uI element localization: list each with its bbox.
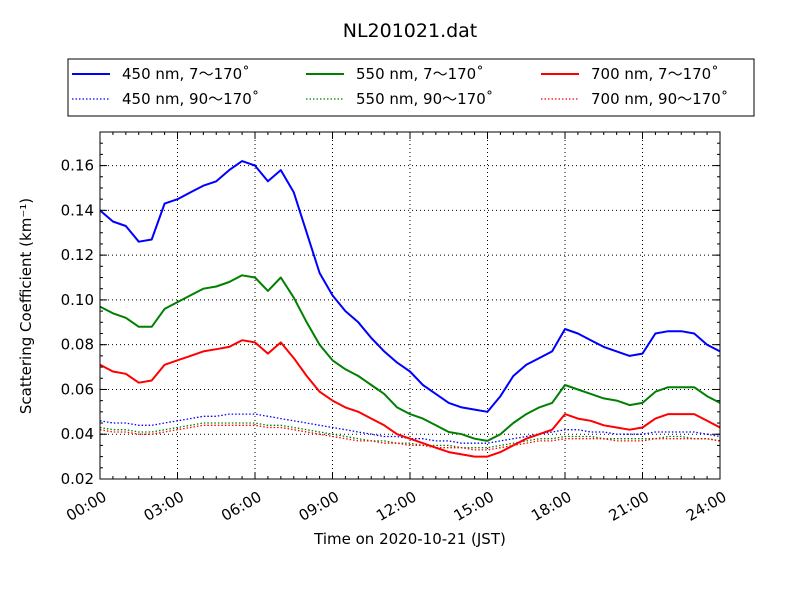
- y-tick-label: 0.06: [61, 380, 94, 398]
- x-tick-label: 18:00: [528, 488, 574, 525]
- series-line-4: [99, 422, 721, 449]
- legend-box: [67, 58, 755, 117]
- x-tick-label: 09:00: [296, 488, 342, 525]
- x-tick-label: 03:00: [141, 488, 187, 525]
- y-tick-label: 0.10: [61, 291, 94, 309]
- y-tick-label: 0.14: [61, 201, 94, 219]
- legend-label-3: 550 nm, 7～170˚: [356, 65, 484, 83]
- ticks: 00:00 03:00 06:00 09:00 12:00 15:00 18:00 21:00…: [61, 131, 730, 525]
- y-tick-label: 0.12: [61, 246, 94, 264]
- legend-label-5: 700 nm, 7～170˚: [591, 65, 719, 83]
- x-tick-label: 21:00: [606, 488, 652, 525]
- series-layer: [99, 160, 721, 458]
- legend-label-1: 450 nm, 7～170˚: [122, 65, 250, 83]
- chart-title: NL201021.dat: [343, 20, 478, 42]
- x-tick-label: 00:00: [63, 488, 109, 525]
- legend-label-6: 700 nm, 90～170˚: [591, 90, 728, 108]
- series-line-1: [99, 160, 721, 413]
- y-tick-label: 0.04: [61, 425, 94, 443]
- series-line-2: [99, 413, 721, 444]
- grid: [100, 132, 720, 479]
- series-line-3: [99, 274, 721, 442]
- y-tick-label: 0.02: [61, 470, 94, 488]
- legend-label-2: 450 nm, 90～170˚: [122, 90, 259, 108]
- x-axis-label: Time on 2020-10-21 (JST): [313, 530, 506, 548]
- y-tick-label: 0.08: [61, 336, 94, 354]
- legend-label-4: 550 nm, 90～170˚: [356, 90, 493, 108]
- legend: 450 nm, 7～170˚ 450 nm, 90～170˚ 550 nm, 7～1…: [67, 58, 755, 117]
- x-tick-label: 06:00: [218, 488, 264, 525]
- x-tick-label: 15:00: [451, 488, 497, 525]
- x-tick-label: 24:00: [683, 488, 729, 525]
- series-line-6: [99, 424, 721, 451]
- y-tick-label: 0.16: [61, 157, 94, 175]
- y-axis-label: Scattering Coefficient (km⁻¹): [17, 198, 35, 414]
- series-line-5: [99, 339, 721, 458]
- x-tick-label: 12:00: [373, 488, 419, 525]
